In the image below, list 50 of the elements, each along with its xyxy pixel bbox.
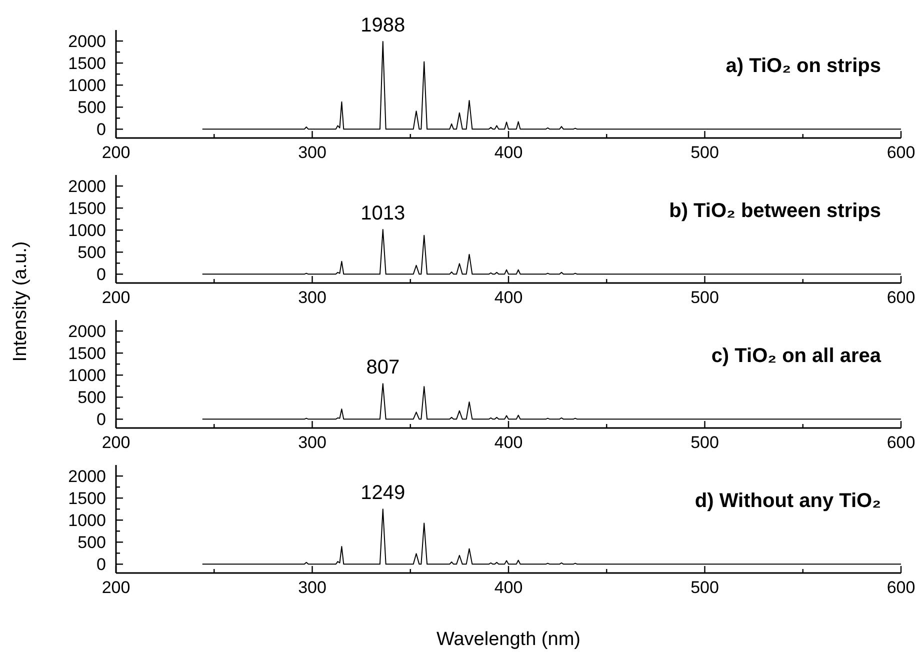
y-tick-label: 1500 bbox=[68, 54, 106, 74]
x-tick-label: 500 bbox=[690, 433, 719, 452]
text: d) Without any TiO₂ bbox=[694, 490, 881, 512]
annotation: 1988 bbox=[360, 14, 406, 37]
y-tick-label: 1500 bbox=[68, 344, 106, 364]
y-tick-label: 1500 bbox=[68, 489, 106, 508]
y-tick-label: 2000 bbox=[68, 176, 106, 196]
y-tick-label: 1000 bbox=[68, 76, 106, 96]
y-tick-label: 1500 bbox=[68, 199, 106, 218]
x-tick-label: 600 bbox=[886, 433, 916, 452]
x-tick-label: 200 bbox=[102, 288, 130, 307]
annotation: 1249 bbox=[360, 482, 406, 504]
y-tick-label: 0 bbox=[96, 120, 106, 140]
y-tick-label: 0 bbox=[96, 265, 106, 284]
y-axis-title: Intensity (a.u.) bbox=[10, 241, 31, 362]
annotation: 1013 bbox=[360, 202, 406, 225]
x-tick-label: 500 bbox=[690, 288, 719, 307]
y-tick-label: 500 bbox=[78, 243, 106, 262]
x-tick-label: 200 bbox=[102, 433, 130, 452]
x-tick-label: 300 bbox=[298, 143, 326, 162]
y-tick-label: 2000 bbox=[68, 32, 106, 51]
y-tick-label: 1000 bbox=[68, 366, 106, 386]
y-tick-label: 500 bbox=[78, 388, 106, 408]
x-tick-label: 400 bbox=[494, 143, 523, 162]
text: a) TiO₂ on strips bbox=[726, 55, 881, 77]
x-tick-label: 600 bbox=[886, 143, 916, 162]
y-tick-label: 2000 bbox=[68, 466, 106, 486]
y-tick-label: 1000 bbox=[68, 221, 106, 240]
x-tick-label: 500 bbox=[690, 143, 719, 162]
text: b) TiO₂ between strips bbox=[669, 200, 881, 222]
y-tick-label: 1000 bbox=[68, 511, 106, 530]
y-tick-label: 2000 bbox=[68, 322, 106, 341]
x-tick-label: 200 bbox=[102, 578, 130, 597]
y-tick-label: 500 bbox=[78, 98, 106, 118]
x-tick-label: 400 bbox=[494, 433, 523, 452]
x-tick-label: 400 bbox=[494, 288, 523, 307]
y-tick-label: 0 bbox=[96, 410, 106, 430]
y-tick-label: 500 bbox=[78, 533, 106, 552]
text: c) TiO₂ on all area bbox=[711, 345, 882, 367]
x-tick-label: 300 bbox=[298, 578, 326, 597]
x-tick-label: 200 bbox=[102, 143, 130, 162]
x-axis-title: Wavelength (nm) bbox=[436, 629, 580, 650]
annotation: 807 bbox=[366, 356, 400, 379]
x-tick-label: 300 bbox=[298, 433, 326, 452]
x-tick-label: 300 bbox=[298, 288, 326, 307]
x-tick-label: 500 bbox=[690, 578, 719, 597]
x-tick-label: 600 bbox=[886, 578, 916, 597]
x-tick-label: 600 bbox=[886, 288, 916, 307]
x-tick-label: 400 bbox=[494, 578, 523, 597]
y-tick-label: 0 bbox=[96, 555, 106, 574]
